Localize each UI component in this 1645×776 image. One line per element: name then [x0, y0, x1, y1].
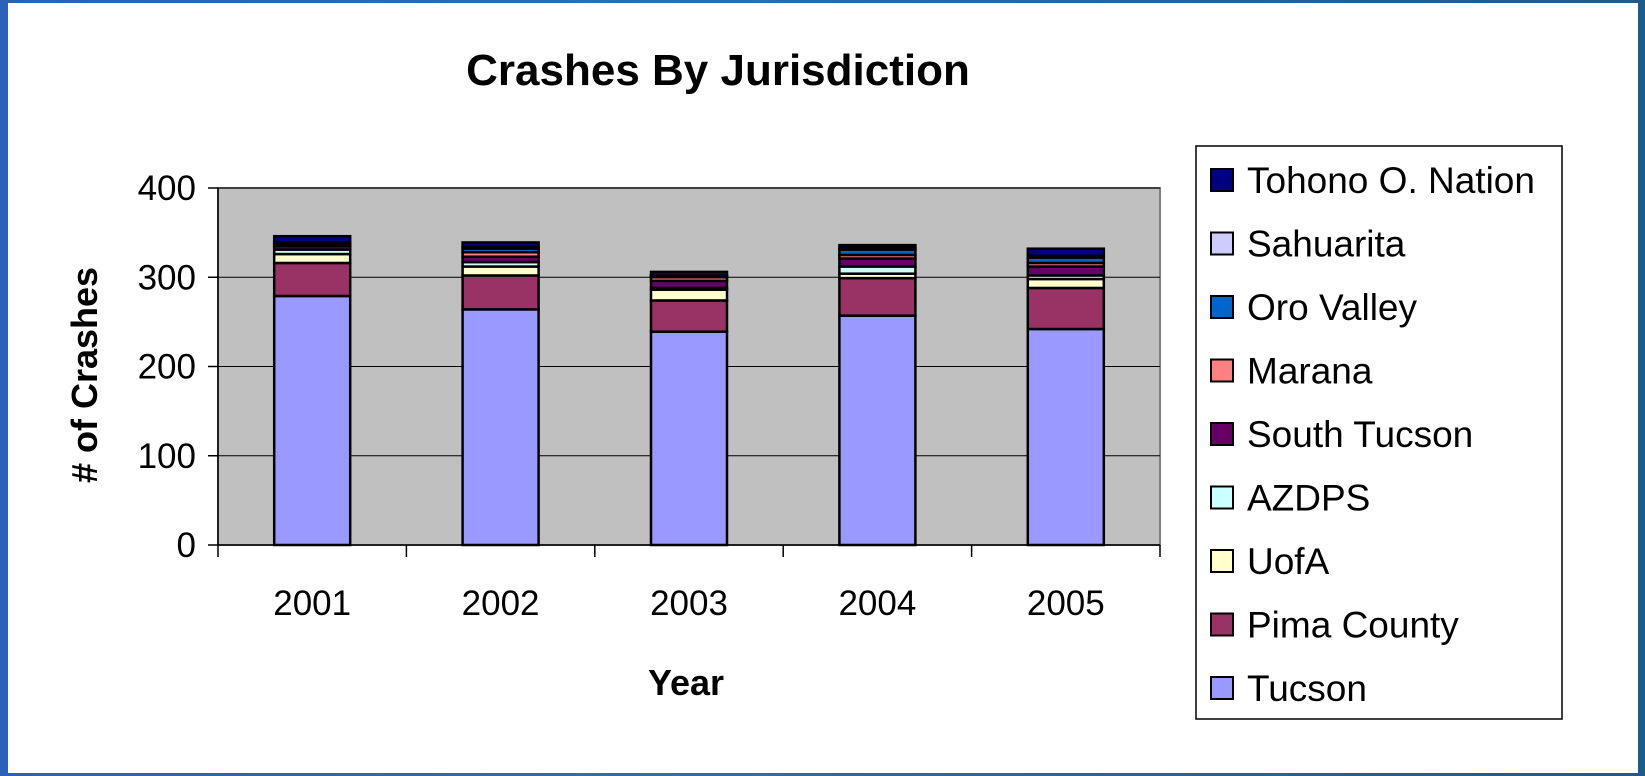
bar-segment-tucson — [461, 308, 540, 547]
legend-label: Pima County — [1247, 605, 1459, 646]
legend-item: Tucson — [1210, 668, 1367, 709]
bar-segment-south-tucson — [1026, 265, 1106, 277]
legend-swatch — [1210, 358, 1234, 383]
legend-swatch — [1210, 295, 1234, 319]
bar-segment-uofa — [272, 252, 352, 265]
bar-segment-tucson — [1026, 327, 1106, 547]
slide: Crashes By Jurisdiction # of Crashes Yea… — [8, 3, 1638, 773]
bar-stack-2003 — [649, 270, 729, 547]
y-tick-label: 0 — [177, 526, 196, 565]
legend-swatch — [1210, 676, 1234, 700]
bar-segment-pima-county — [1026, 286, 1106, 331]
legend-label: Oro Valley — [1247, 287, 1417, 328]
bar-stack-2001 — [272, 234, 352, 547]
bar-segment-tohono-o-nation — [838, 243, 917, 250]
legend-box — [1195, 145, 1563, 720]
legend-label: Tohono O. Nation — [1247, 160, 1535, 201]
legend-item: UofA — [1210, 541, 1330, 582]
bar-segment-uofa — [649, 288, 729, 302]
legend-swatch — [1210, 485, 1234, 510]
bar-segment-pima-county — [838, 276, 917, 317]
legend-label: AZDPS — [1247, 478, 1370, 519]
x-tick-label: 2003 — [650, 584, 728, 623]
bar-segment-tohono-o-nation — [649, 270, 729, 277]
y-tick-label: 300 — [138, 258, 196, 297]
legend-item: South Tucson — [1210, 414, 1473, 455]
y-axis-title: # of Crashes — [64, 267, 105, 483]
x-tick-label: 2005 — [1027, 584, 1105, 623]
bar-segment-pima-county — [272, 261, 352, 298]
bar-segment-tucson — [272, 294, 352, 547]
legend-item: AZDPS — [1210, 478, 1370, 519]
bar-segment-pima-county — [461, 274, 540, 311]
legend-item: Tohono O. Nation — [1210, 160, 1535, 201]
legend-swatch — [1210, 549, 1234, 573]
legend-item: Marana — [1210, 351, 1373, 392]
legend-label: South Tucson — [1247, 414, 1473, 455]
y-tick-label: 200 — [138, 348, 196, 387]
chart: Crashes By Jurisdiction # of Crashes Yea… — [64, 46, 1563, 720]
legend-swatch — [1210, 231, 1234, 256]
legend-swatch — [1210, 168, 1234, 192]
legend: Tohono O. Nation Sahuarita Oro Valley Maran… — [1195, 145, 1563, 720]
bar-segment-tohono-o-nation — [272, 234, 352, 244]
legend-item: Pima County — [1210, 605, 1459, 646]
plot-area: 0 100 200 300 400 2001 2002 2003 2004 2005 — [138, 169, 1161, 623]
bar-segment-pima-county — [649, 299, 729, 333]
bar-segment-tucson — [649, 330, 729, 547]
bar-stack-2005 — [1026, 247, 1106, 547]
legend-label: Sahuarita — [1247, 224, 1406, 265]
bar-stack-2002 — [461, 241, 540, 547]
y-tick-label: 100 — [138, 437, 196, 476]
x-tick-label: 2002 — [462, 584, 540, 623]
bar-segment-uofa — [461, 265, 540, 277]
legend-item: Oro Valley — [1210, 287, 1417, 328]
bar-segment-tohono-o-nation — [461, 241, 540, 249]
bar-segment-uofa — [1026, 277, 1106, 290]
legend-label: UofA — [1247, 541, 1330, 582]
x-tick-label: 2001 — [273, 584, 351, 623]
legend-label: Tucson — [1247, 668, 1367, 709]
chart-title: Crashes By Jurisdiction — [466, 46, 970, 95]
legend-swatch — [1210, 612, 1234, 637]
legend-item: Sahuarita — [1210, 224, 1406, 265]
bar-segment-tucson — [838, 314, 917, 547]
legend-swatch — [1210, 422, 1234, 446]
x-axis-title: Year — [648, 662, 724, 703]
bar-stack-2004 — [838, 243, 917, 547]
x-tick-label: 2004 — [838, 584, 916, 623]
y-tick-label: 400 — [138, 169, 196, 208]
legend-label: Marana — [1247, 351, 1373, 392]
bar-segment-tohono-o-nation — [1026, 247, 1106, 258]
